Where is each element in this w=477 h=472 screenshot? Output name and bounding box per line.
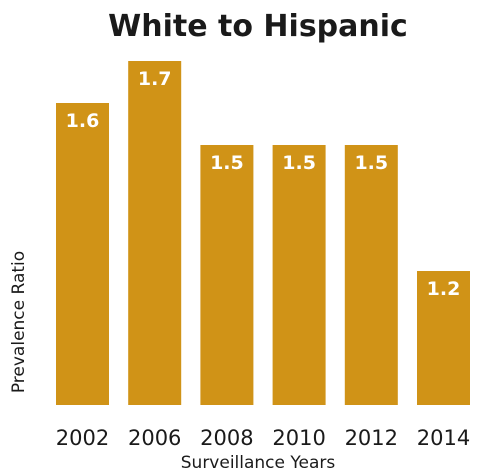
x-tick-labels-layer: 2002 2006 2008 2010 2012 2014 xyxy=(56,426,470,450)
data-label-2014: 1.2 xyxy=(427,278,461,300)
x-axis-label: Surveillance Years xyxy=(181,453,336,472)
bars-layer xyxy=(56,61,470,405)
bar-2006 xyxy=(128,61,182,405)
bar-2010 xyxy=(272,145,326,405)
x-tick-2002: 2002 xyxy=(56,426,109,450)
data-label-2006: 1.7 xyxy=(138,68,172,90)
chart-title: White to Hispanic xyxy=(108,9,408,44)
data-labels-layer: 1.6 1.7 1.5 1.5 1.5 1.2 xyxy=(66,68,461,300)
data-label-2010: 1.5 xyxy=(282,152,316,174)
y-axis-label: Prevalence Ratio xyxy=(9,251,29,393)
x-tick-2006: 2006 xyxy=(128,426,181,450)
data-label-2002: 1.6 xyxy=(66,110,100,132)
bar-2008 xyxy=(200,145,254,405)
bar-2012 xyxy=(344,145,398,405)
x-tick-2014: 2014 xyxy=(417,426,470,450)
bar-2002 xyxy=(56,103,109,405)
x-tick-2008: 2008 xyxy=(200,426,253,450)
bar-2014 xyxy=(417,271,470,405)
data-label-2012: 1.5 xyxy=(354,152,388,174)
data-label-2008: 1.5 xyxy=(210,152,244,174)
x-tick-2010: 2010 xyxy=(272,426,325,450)
x-tick-2012: 2012 xyxy=(345,426,398,450)
